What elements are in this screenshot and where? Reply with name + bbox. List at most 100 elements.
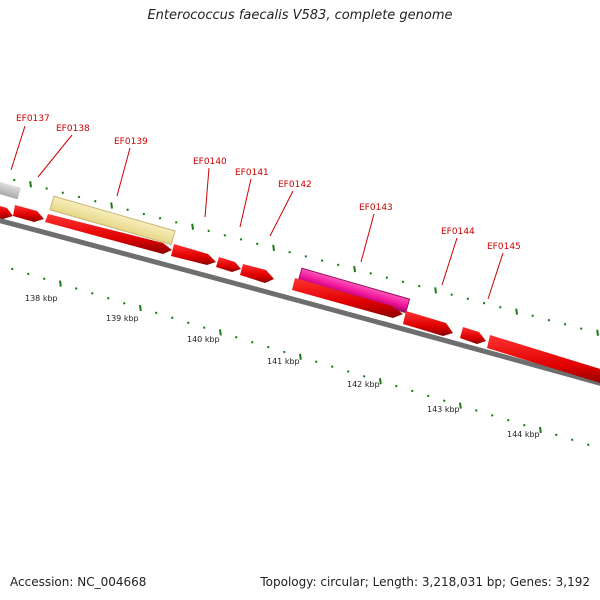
scale-label-139: 139 kbp: [106, 314, 139, 323]
major-tick: [459, 402, 462, 409]
leader-ef0142: [269, 190, 294, 237]
minor-tick: [369, 272, 372, 275]
minor-tick: [531, 314, 534, 318]
minor-tick: [337, 263, 340, 267]
minor-tick: [395, 384, 398, 388]
major-tick: [110, 202, 113, 209]
minor-tick: [427, 394, 430, 398]
minor-tick: [203, 326, 206, 329]
minor-tick: [256, 242, 259, 245]
scale-label-144: 144 kbp: [507, 430, 540, 439]
scale-label-138: 138 kbp: [25, 294, 58, 303]
major-tick: [299, 353, 302, 360]
leader-ef0145: [487, 252, 504, 300]
major-tick: [59, 280, 62, 287]
cds-arrow[interactable]: [292, 278, 403, 318]
minor-tick: [11, 267, 14, 271]
scale-labels: 138 kbp 139 kbp 140 kbp 141 kbp 142 kbp …: [25, 294, 540, 439]
gene-label-ef0141[interactable]: EF0141: [235, 168, 269, 178]
major-tick: [596, 329, 599, 336]
minor-tick: [443, 399, 446, 403]
minor-tick: [555, 433, 558, 437]
scale-label-142: 142 kbp: [347, 380, 380, 389]
minor-tick: [547, 318, 551, 322]
gene-label-ef0140[interactable]: EF0140: [193, 157, 227, 167]
minor-tick: [580, 327, 583, 330]
minor-tick: [587, 443, 590, 446]
minor-tick: [288, 250, 291, 254]
minor-tick: [142, 212, 146, 216]
minor-tick: [207, 229, 210, 233]
gene-label-ef0137[interactable]: EF0137: [16, 114, 50, 124]
gene-ef0139-yellow[interactable]: [49, 195, 176, 246]
gene-label-ef0144[interactable]: EF0144: [441, 227, 475, 237]
minor-tick: [175, 221, 178, 224]
leader-ef0143: [360, 213, 375, 263]
minor-tick: [304, 255, 308, 258]
gene-label-ef0139[interactable]: EF0139: [114, 137, 148, 147]
major-tick: [29, 181, 32, 188]
minor-tick: [235, 336, 238, 339]
cds-arrow[interactable]: [403, 311, 453, 336]
leader-ef0139: [116, 147, 131, 197]
minor-tick: [283, 350, 286, 354]
gene-neighbor-gray[interactable]: [0, 180, 21, 200]
minor-tick: [126, 208, 129, 211]
leader-ef0138: [37, 134, 73, 178]
outer-tick-ring: [13, 178, 599, 336]
cds-arrow[interactable]: [487, 335, 600, 386]
minor-tick: [251, 340, 254, 344]
gene-label-ef0138[interactable]: EF0138: [56, 124, 90, 134]
map-title: Enterococcus faecalis V583, complete gen…: [147, 8, 453, 23]
minor-tick: [123, 301, 126, 305]
major-tick: [139, 304, 142, 312]
top-feature-row: [0, 180, 411, 314]
minor-tick: [475, 409, 478, 412]
cds-arrow[interactable]: [171, 244, 216, 265]
minor-tick: [466, 297, 470, 301]
gene-leader-lines: [10, 125, 504, 300]
minor-tick: [482, 301, 486, 305]
cds-arrow[interactable]: [240, 264, 274, 283]
gene-label-ef0142[interactable]: EF0142: [278, 180, 312, 190]
major-tick: [515, 308, 518, 315]
minor-tick: [171, 316, 174, 320]
cds-arrow[interactable]: [45, 214, 172, 254]
minor-tick: [315, 360, 318, 363]
gene-label-ef0143[interactable]: EF0143: [359, 203, 393, 213]
leader-ef0137: [10, 125, 26, 171]
minor-tick: [155, 311, 158, 315]
minor-tick: [91, 292, 94, 295]
minor-tick: [223, 233, 227, 237]
minor-tick: [77, 195, 81, 199]
minor-tick: [331, 365, 334, 368]
minor-tick: [107, 297, 110, 300]
gene-label-ef0145[interactable]: EF0145: [487, 242, 521, 252]
minor-tick: [45, 187, 48, 190]
cds-arrow[interactable]: [13, 205, 44, 222]
minor-tick: [267, 345, 270, 349]
scale-label-143: 143 kbp: [427, 405, 460, 414]
accession-text: Accession: NC_004668: [10, 575, 147, 589]
minor-tick: [187, 321, 190, 324]
genome-summary-text: Topology: circular; Length: 3,218,031 bp…: [260, 575, 590, 589]
major-tick: [191, 223, 194, 230]
minor-tick: [450, 293, 453, 296]
major-tick: [379, 378, 382, 385]
minor-tick: [507, 419, 510, 422]
major-tick: [219, 329, 222, 336]
minor-tick: [320, 259, 324, 262]
minor-tick: [401, 280, 405, 284]
minor-tick: [158, 216, 162, 220]
minor-tick: [239, 238, 243, 241]
minor-tick: [363, 375, 366, 378]
cds-arrow[interactable]: [460, 327, 486, 344]
scale-tick-ring: [11, 267, 590, 446]
minor-tick: [563, 323, 567, 326]
cds-arrow[interactable]: [0, 203, 13, 219]
minor-tick: [75, 287, 78, 290]
cds-arrow[interactable]: [216, 257, 241, 272]
minor-tick: [499, 306, 502, 309]
major-tick: [434, 287, 437, 294]
